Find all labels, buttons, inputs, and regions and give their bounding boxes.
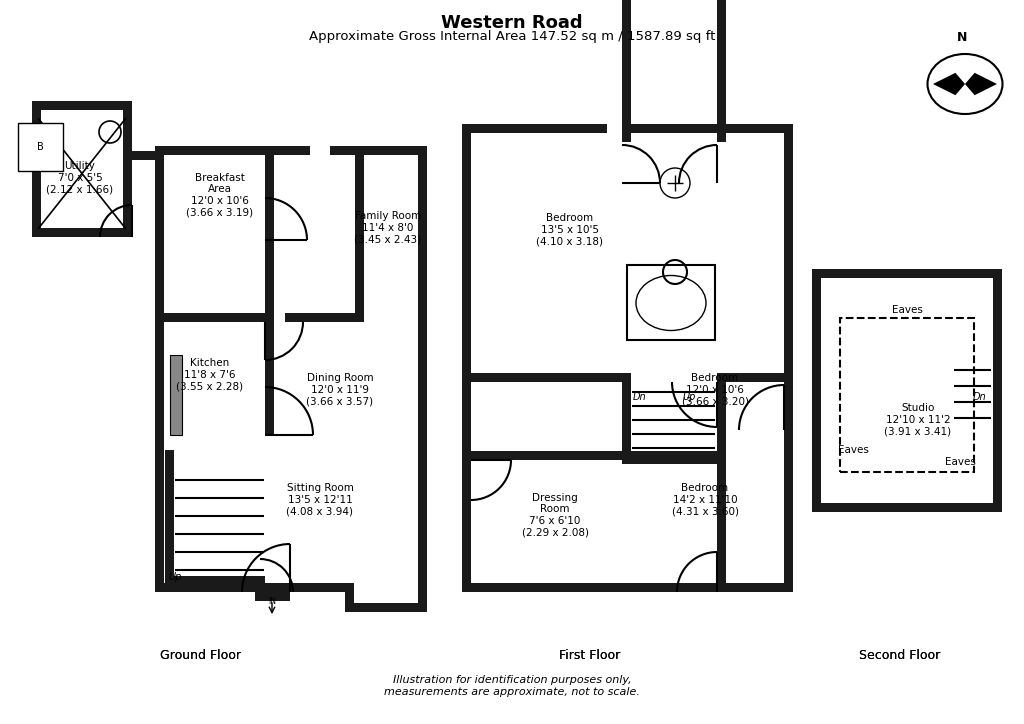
Text: Bedroom
13'5 x 10'5
(4.10 x 3.18): Bedroom 13'5 x 10'5 (4.10 x 3.18) bbox=[537, 214, 603, 247]
Bar bbox=[165, 450, 174, 585]
Text: Bedroom
12'0 x 10'6
(3.66 x 3.20): Bedroom 12'0 x 10'6 (3.66 x 3.20) bbox=[682, 374, 749, 407]
Bar bbox=[123, 151, 160, 160]
Bar bbox=[32, 101, 132, 110]
Text: Dn: Dn bbox=[973, 392, 987, 402]
Text: Second Floor: Second Floor bbox=[859, 649, 941, 662]
Bar bbox=[717, 382, 726, 592]
Text: Eaves: Eaves bbox=[892, 305, 923, 315]
Bar bbox=[345, 603, 427, 612]
Bar bbox=[627, 124, 793, 133]
Polygon shape bbox=[965, 73, 997, 95]
Text: Dressing
Room
7'6 x 6'10
(2.29 x 2.08): Dressing Room 7'6 x 6'10 (2.29 x 2.08) bbox=[521, 492, 589, 537]
Bar bbox=[32, 228, 132, 237]
Bar bbox=[123, 110, 132, 237]
Bar bbox=[462, 133, 471, 592]
Bar bbox=[840, 318, 974, 472]
Bar bbox=[717, 0, 726, 142]
Text: Sitting Room
13'5 x 12'11
(4.08 x 3.94): Sitting Room 13'5 x 12'11 (4.08 x 3.94) bbox=[287, 484, 353, 517]
Text: Ground Floor: Ground Floor bbox=[160, 649, 241, 662]
Text: Up: Up bbox=[168, 572, 181, 582]
Bar bbox=[265, 155, 274, 322]
Bar bbox=[330, 146, 427, 155]
Bar bbox=[164, 313, 265, 322]
Bar bbox=[265, 322, 274, 435]
Bar bbox=[622, 455, 717, 464]
Text: Second Floor: Second Floor bbox=[859, 649, 941, 662]
Text: Dn: Dn bbox=[633, 392, 647, 402]
Bar bbox=[471, 583, 784, 592]
Text: Illustration for identification purposes only,
measurements are approximate, not: Illustration for identification purposes… bbox=[384, 675, 640, 696]
Bar bbox=[622, 0, 631, 142]
Bar bbox=[170, 355, 182, 435]
Text: Ground Floor: Ground Floor bbox=[160, 649, 241, 662]
Text: First Floor: First Floor bbox=[559, 649, 621, 662]
Bar bbox=[462, 124, 607, 133]
Polygon shape bbox=[933, 73, 965, 95]
Bar bbox=[418, 520, 427, 592]
Text: First Floor: First Floor bbox=[559, 649, 621, 662]
Bar bbox=[355, 155, 364, 322]
Bar bbox=[418, 155, 427, 520]
Bar bbox=[812, 278, 821, 512]
Text: Utility
7'0 x 5'5
(2.12 x 1.66): Utility 7'0 x 5'5 (2.12 x 1.66) bbox=[46, 161, 114, 195]
Text: Up: Up bbox=[682, 392, 695, 402]
Text: IN: IN bbox=[268, 597, 276, 605]
Text: N: N bbox=[956, 31, 968, 44]
Text: Eaves: Eaves bbox=[838, 445, 869, 455]
Bar bbox=[627, 265, 715, 340]
Bar bbox=[812, 269, 1002, 278]
Text: Kitchen
11'8 x 7'6
(3.55 x 2.28): Kitchen 11'8 x 7'6 (3.55 x 2.28) bbox=[176, 358, 244, 392]
Text: Western Road: Western Road bbox=[441, 14, 583, 32]
Bar bbox=[335, 583, 354, 592]
Bar bbox=[345, 592, 354, 603]
Bar bbox=[622, 382, 631, 464]
Text: Eaves: Eaves bbox=[944, 457, 976, 467]
Bar bbox=[993, 278, 1002, 512]
Bar bbox=[285, 313, 355, 322]
Bar bbox=[717, 373, 784, 382]
Bar bbox=[165, 576, 265, 585]
Bar bbox=[32, 110, 41, 237]
Bar bbox=[123, 160, 132, 237]
Text: Dining Room
12'0 x 11'9
(3.66 x 3.57): Dining Room 12'0 x 11'9 (3.66 x 3.57) bbox=[306, 374, 374, 407]
Bar bbox=[784, 133, 793, 592]
Bar bbox=[471, 451, 726, 460]
Bar bbox=[418, 592, 427, 603]
Text: Breakfast
Area
12'0 x 10'6
(3.66 x 3.19): Breakfast Area 12'0 x 10'6 (3.66 x 3.19) bbox=[186, 172, 254, 217]
Bar bbox=[164, 583, 347, 592]
Bar bbox=[471, 373, 631, 382]
Text: B: B bbox=[37, 142, 44, 152]
Bar bbox=[155, 155, 164, 592]
Text: Studio
12'10 x 11'2
(3.91 x 3.41): Studio 12'10 x 11'2 (3.91 x 3.41) bbox=[885, 403, 951, 437]
Text: Family Room
11'4 x 8'0
(3.45 x 2.43): Family Room 11'4 x 8'0 (3.45 x 2.43) bbox=[354, 211, 422, 245]
Bar bbox=[170, 355, 182, 435]
Bar bbox=[255, 583, 290, 601]
Text: Approximate Gross Internal Area 147.52 sq m / 1587.89 sq ft: Approximate Gross Internal Area 147.52 s… bbox=[309, 30, 715, 43]
Text: Bedroom
14'2 x 11'10
(4.31 x 3.60): Bedroom 14'2 x 11'10 (4.31 x 3.60) bbox=[672, 484, 738, 517]
Bar bbox=[155, 146, 310, 155]
Bar bbox=[812, 503, 1002, 512]
